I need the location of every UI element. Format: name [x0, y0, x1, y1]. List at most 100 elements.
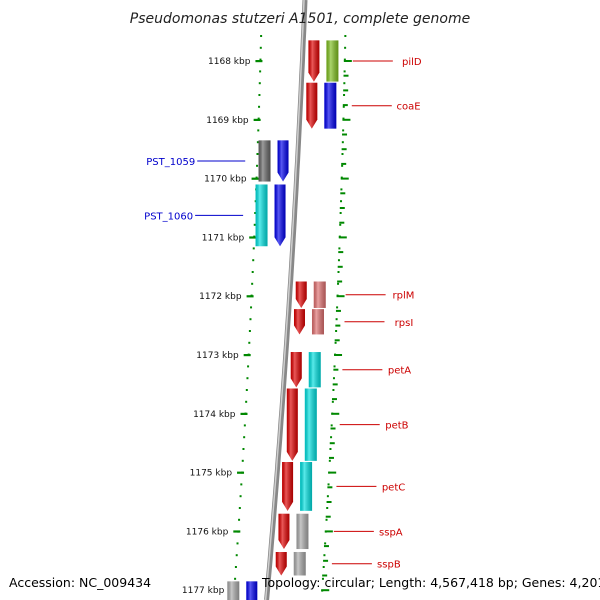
outer-track-dot [326, 495, 329, 498]
outer-tick-mark [328, 456, 334, 459]
gene-label: PST_1059 [146, 157, 195, 168]
outer-tick-mark [342, 104, 348, 107]
inner-track-dot [257, 117, 260, 120]
tick-label: 1168 kbp [208, 57, 251, 67]
outer-tick-mark [332, 383, 338, 386]
outer-track-dot [327, 483, 330, 486]
outer-tick-mark [340, 192, 346, 195]
outer-track-dot [342, 129, 345, 132]
outer-tick-mark [343, 89, 349, 92]
inner-track-dot [251, 271, 254, 273]
inner-track-dot [250, 306, 253, 309]
inner-track-dot [238, 518, 241, 521]
inner-track-dot [243, 436, 246, 439]
tick-label: 1169 kbp [206, 116, 249, 126]
gene-label: coaE [397, 102, 421, 113]
outer-track-dot [336, 306, 339, 309]
outer-tick-mark [334, 354, 343, 356]
outer-track-dot [339, 223, 342, 226]
inner-tick-mark [243, 354, 251, 357]
scale-ticks: 1168 kbp 1169 kbp 1170 kbp 1171 kbp 1172 kbp… [182, 57, 352, 596]
cog-bar-shade [313, 281, 326, 308]
outer-track-dot [329, 448, 332, 450]
outer-track-dot [343, 94, 346, 96]
topology-text: Topology: circular; Length: 4,567,418 bp… [261, 575, 600, 590]
inner-track-dot [259, 70, 262, 73]
outer-track-dot [328, 459, 331, 462]
outer-track-dot [325, 518, 328, 521]
tick-label: 1171 kbp [202, 233, 245, 243]
outer-tick-mark [326, 501, 332, 503]
backbone-line [264, 0, 308, 600]
accession-text: Accession: NC_009434 [9, 575, 151, 590]
inner-track-dot [242, 448, 245, 450]
inner-track-dot [241, 459, 244, 462]
inner-track-dot [258, 105, 261, 108]
inner-track-dot [245, 389, 248, 391]
outer-track-dot [337, 259, 340, 262]
tick-label: 1177 kbp [182, 586, 225, 596]
inner-tick-mark [255, 60, 263, 63]
outer-tick-mark [338, 236, 347, 239]
inner-tick-mark [233, 530, 241, 533]
genome-backbone [264, 0, 308, 600]
outer-tick-mark [343, 60, 352, 62]
inner-tick-mark [240, 412, 248, 415]
outer-track-dot [326, 507, 329, 509]
gene-arrow-shade [286, 388, 298, 461]
outer-tick-mark [331, 398, 337, 401]
cog-bar-shade [304, 388, 317, 461]
cog-bar-shade [293, 551, 306, 576]
inner-track-dot [256, 164, 259, 167]
outer-track-dot [342, 117, 345, 120]
cog-bar-shade [326, 40, 339, 82]
outer-tick-mark [324, 530, 333, 533]
outer-tick-mark [337, 265, 343, 268]
cog-bar-shade [296, 513, 309, 550]
inner-track-dot [248, 330, 251, 332]
gene-arrow-shade [275, 551, 287, 576]
outer-tick-mark [335, 309, 341, 312]
outer-track-dot [337, 271, 340, 273]
gene-arrow-shade [246, 581, 258, 600]
outer-track-dot [343, 70, 346, 73]
inner-track-dot [258, 82, 261, 85]
tick-label: 1174 kbp [193, 410, 236, 420]
outer-tick-mark [334, 339, 340, 342]
inner-track-dot [258, 94, 261, 96]
inner-track-dot [246, 377, 249, 380]
cog-bar-shade [255, 184, 268, 247]
tick-label: 1172 kbp [199, 292, 242, 302]
outer-tick-mark [328, 471, 337, 474]
outer-track-dot [332, 377, 335, 380]
tick-label: 1176 kbp [186, 527, 229, 537]
outer-tick-mark [341, 148, 347, 151]
gene-features [227, 40, 339, 600]
gene-arrow-shade [282, 462, 294, 511]
inner-track-dot [251, 282, 254, 285]
tick-label: 1175 kbp [190, 469, 233, 479]
outer-track-dot [343, 82, 346, 85]
gene-label: pilD [402, 57, 422, 68]
gene-label: sspA [379, 527, 403, 538]
gene-arrow-shade [277, 140, 289, 182]
outer-tick-mark [340, 177, 349, 180]
outer-track-dot [330, 436, 333, 439]
inner-track-dot [239, 495, 242, 498]
inner-track-dot [256, 153, 259, 155]
outer-tick-mark [343, 74, 349, 77]
inner-track-dot [243, 424, 246, 427]
inner-track-dot [240, 483, 243, 486]
outer-track-dot [331, 400, 334, 403]
inner-track-dot [259, 58, 262, 61]
outer-track-dot [340, 188, 343, 191]
gene-label: petC [382, 482, 405, 493]
outer-track-dot [341, 153, 344, 155]
inner-track-dot [235, 554, 238, 557]
inner-track-dot [260, 35, 263, 37]
gene-arrow-shade [308, 40, 320, 82]
gene-label: PST_1060 [144, 211, 193, 222]
outer-track-dot [335, 330, 338, 332]
inner-track-dot [234, 566, 237, 568]
outer-track-dot [330, 424, 333, 427]
